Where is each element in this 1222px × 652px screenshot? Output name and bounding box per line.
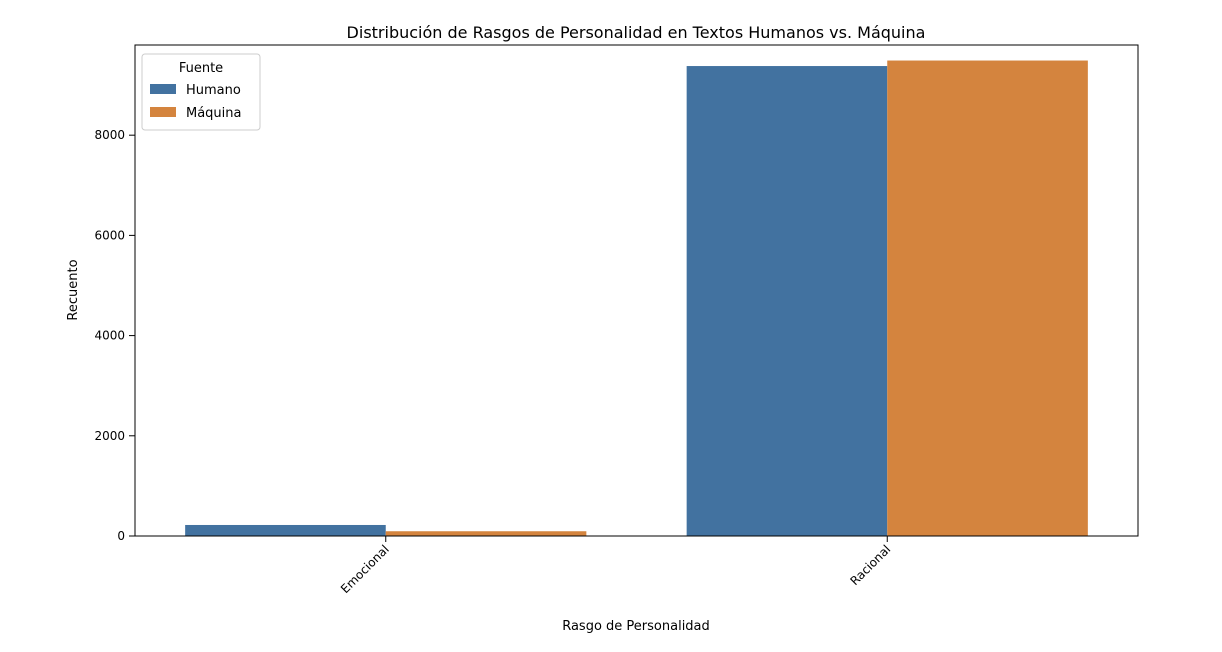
y-tick-label: 8000 <box>94 128 125 142</box>
y-tick-label: 2000 <box>94 429 125 443</box>
bar-humano-racional <box>686 66 888 537</box>
bar-maquina-emocional <box>385 531 587 536</box>
legend-swatch <box>150 107 176 117</box>
x-tick-label: Racional <box>847 542 893 588</box>
x-axis-label: Rasgo de Personalidad <box>562 619 710 634</box>
legend-title: Fuente <box>179 61 223 76</box>
bar-humano-emocional <box>185 524 386 536</box>
legend-items: Humano Máquina <box>150 83 242 121</box>
y-tick-label: 6000 <box>94 228 125 242</box>
bars-group <box>185 60 1088 537</box>
x-tick-label: Emocional <box>338 542 392 596</box>
legend-swatch <box>150 84 176 94</box>
x-axis: Emocional Racional <box>338 536 893 596</box>
y-axis-label: Recuento <box>66 259 81 320</box>
plot-frame <box>134 44 1139 537</box>
y-axis: 0 2000 4000 6000 8000 <box>94 128 135 543</box>
chart-title: Distribución de Rasgos de Personalidad e… <box>347 23 926 42</box>
bar-maquina-racional <box>887 60 1088 537</box>
legend-label: Máquina <box>186 106 242 121</box>
y-tick-label: 0 <box>117 529 125 543</box>
legend: Fuente Humano Máquina <box>141 53 261 131</box>
legend-label: Humano <box>186 83 241 98</box>
y-tick-label: 4000 <box>94 329 125 343</box>
